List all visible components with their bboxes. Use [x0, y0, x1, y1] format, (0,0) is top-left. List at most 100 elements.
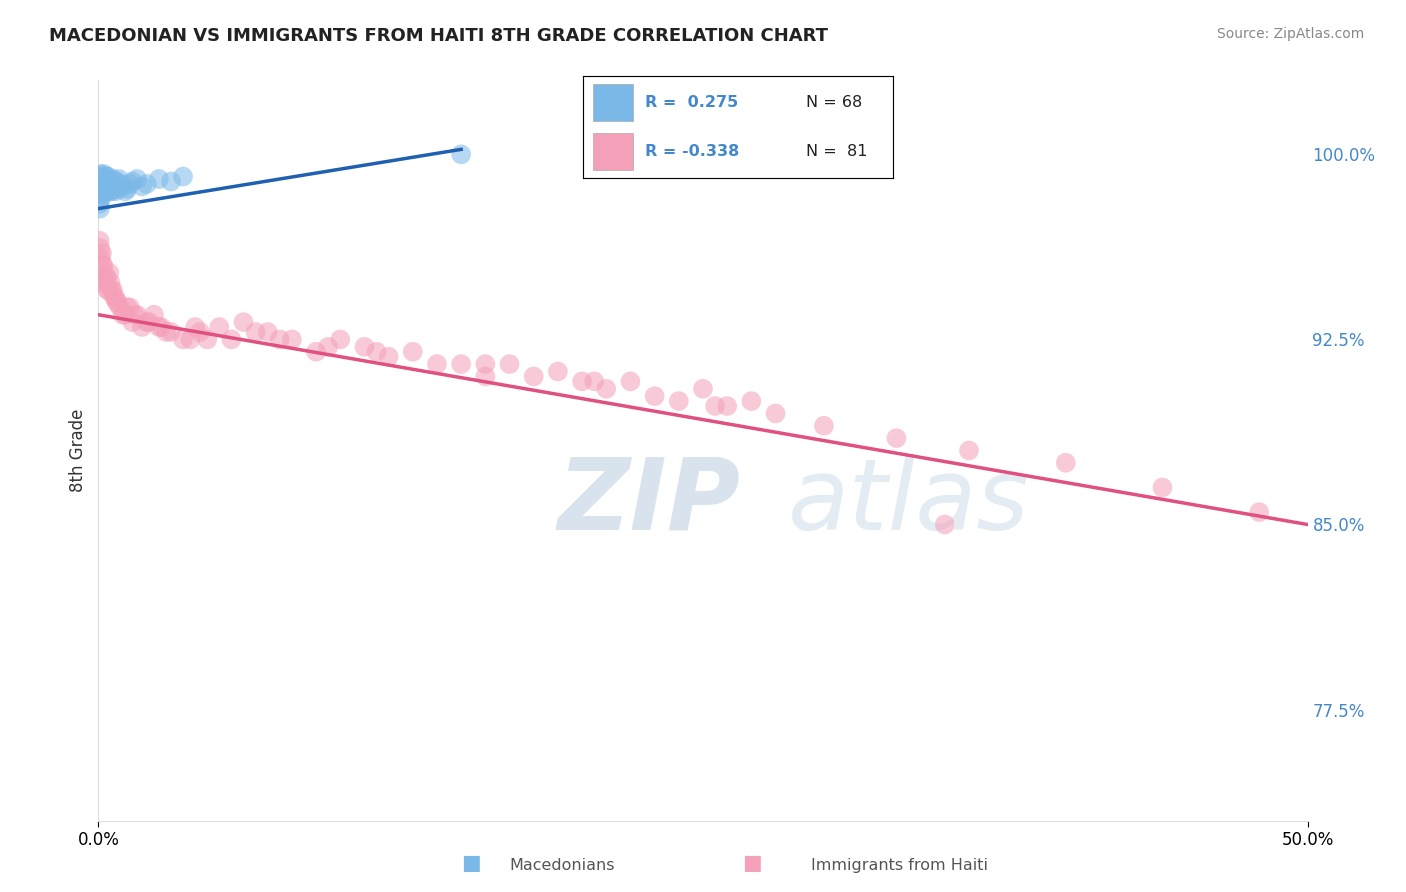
Point [94, 172, 117, 186]
Text: MACEDONIAN VS IMMIGRANTS FROM HAITI 8TH GRADE CORRELATION CHART: MACEDONIAN VS IMMIGRANTS FROM HAITI 8TH … [49, 27, 828, 45]
Point [269, 332, 291, 346]
Point [1152, 480, 1174, 494]
Point [121, 315, 143, 329]
Point [402, 344, 425, 359]
Point [93, 174, 115, 188]
Point [595, 382, 617, 396]
Point [172, 169, 194, 184]
Point [426, 357, 449, 371]
Text: ■: ■ [461, 853, 481, 872]
Bar [593, 84, 633, 121]
Point [450, 357, 472, 371]
Point [108, 172, 131, 186]
Text: ZIP: ZIP [558, 454, 741, 550]
Point [89, 234, 111, 248]
Point [89, 172, 111, 186]
Point [221, 332, 243, 346]
Point [150, 320, 173, 334]
Point [97, 283, 120, 297]
Point [644, 389, 666, 403]
Point [195, 332, 218, 346]
Point [97, 283, 120, 297]
Point [91, 258, 114, 272]
Point [179, 332, 201, 346]
Point [94, 184, 117, 198]
Text: N = 68: N = 68 [806, 95, 862, 110]
Point [172, 332, 194, 346]
Point [135, 315, 157, 329]
Point [96, 270, 118, 285]
Point [105, 295, 128, 310]
Point [91, 169, 114, 184]
Point [957, 443, 980, 458]
Point [93, 182, 115, 196]
Point [93, 184, 115, 198]
Point [305, 344, 328, 359]
Point [377, 350, 399, 364]
Point [98, 266, 121, 280]
Point [765, 406, 787, 420]
Point [96, 184, 118, 198]
Point [90, 167, 112, 181]
Point [107, 295, 129, 310]
Point [716, 399, 738, 413]
Point [89, 241, 111, 255]
Point [100, 179, 122, 194]
Point [104, 184, 127, 198]
Point [886, 431, 908, 445]
Point [704, 399, 727, 413]
Point [89, 184, 111, 198]
Point [94, 276, 117, 290]
Point [100, 177, 122, 191]
Point [93, 266, 115, 280]
Point [127, 172, 149, 186]
Point [93, 179, 115, 194]
Point [94, 169, 117, 184]
Point [91, 258, 114, 272]
Point [114, 184, 136, 198]
Point [131, 179, 153, 194]
Point [245, 325, 267, 339]
Point [90, 182, 112, 196]
Point [97, 177, 120, 191]
Point [89, 202, 111, 216]
Point [90, 177, 112, 191]
Point [148, 320, 170, 334]
Point [91, 186, 114, 201]
Text: N =  81: N = 81 [806, 145, 868, 160]
Point [103, 290, 125, 304]
Point [208, 320, 231, 334]
Point [353, 340, 375, 354]
Point [1249, 505, 1271, 519]
Point [108, 177, 131, 191]
Point [668, 394, 690, 409]
Y-axis label: 8th Grade: 8th Grade [69, 409, 87, 492]
Point [103, 177, 125, 191]
Point [96, 179, 118, 194]
Point [124, 308, 146, 322]
Point [96, 182, 118, 196]
Point [1054, 456, 1077, 470]
Point [104, 179, 127, 194]
Point [101, 283, 124, 297]
Point [97, 169, 120, 184]
Point [90, 182, 112, 196]
Point [90, 179, 112, 194]
Point [94, 276, 117, 290]
Point [93, 172, 115, 186]
Point [101, 177, 124, 191]
Point [91, 184, 114, 198]
Text: ■: ■ [742, 853, 762, 872]
Point [111, 179, 134, 194]
Point [96, 172, 118, 186]
Point [118, 177, 141, 191]
Point [131, 320, 153, 334]
Point [256, 325, 278, 339]
Bar [593, 133, 633, 170]
Point [91, 246, 114, 260]
Point [107, 182, 129, 196]
Point [188, 325, 211, 339]
Point [148, 172, 170, 186]
Point [281, 332, 304, 346]
Point [160, 174, 183, 188]
